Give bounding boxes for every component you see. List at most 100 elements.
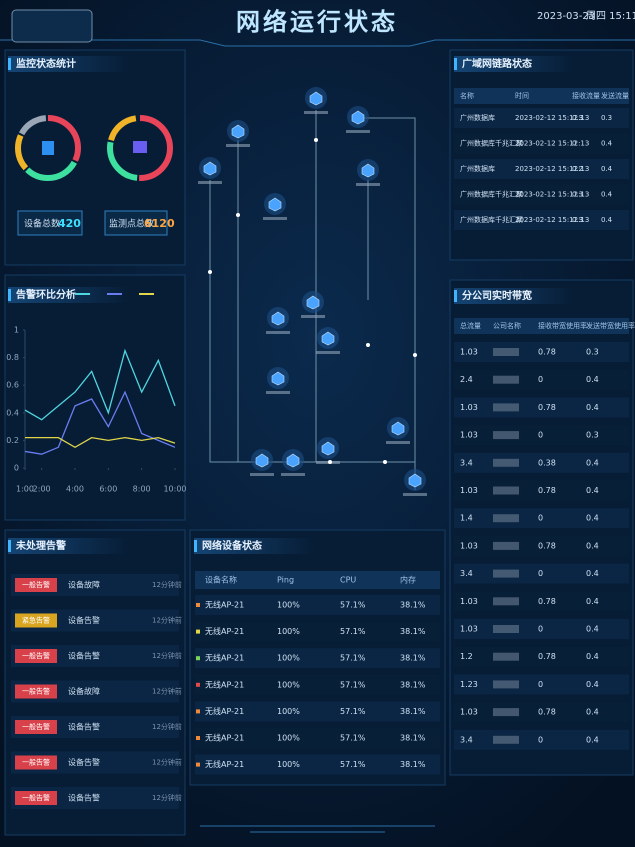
- column-header: 名称: [460, 91, 474, 100]
- stat-box: [104, 210, 168, 236]
- gauges: [15, 115, 173, 236]
- cell: 0.3: [572, 114, 583, 122]
- alarm-level: 一般告警: [22, 580, 50, 589]
- link-dot: [314, 138, 318, 142]
- cell: 无线AP-21: [205, 600, 244, 610]
- stat-value: 6120: [144, 217, 175, 230]
- cell: 2023-02-12 15:12:13: [515, 114, 589, 122]
- cell: 57.1%: [340, 627, 366, 636]
- alarm-tag: [15, 755, 57, 770]
- title-bar: [8, 538, 128, 554]
- link-dot: [236, 213, 240, 217]
- alarm-tag: [15, 578, 57, 592]
- cell: 0.4: [586, 597, 599, 606]
- cell: 57.1%: [340, 707, 366, 716]
- cell: 无线AP-21: [205, 653, 244, 663]
- cell: 1.03: [460, 486, 478, 495]
- panel-title: 广域网链路状态: [462, 57, 532, 70]
- blurred-name: [493, 514, 519, 523]
- cell: 0.3: [572, 191, 583, 199]
- cell: 2.4: [460, 375, 473, 384]
- title-mark: [8, 540, 11, 552]
- cell: 38.1%: [400, 680, 426, 689]
- cell: 0: [572, 140, 576, 148]
- status-dot: [196, 762, 200, 767]
- line-series: [25, 436, 176, 449]
- row-bg: [454, 480, 629, 501]
- alarm-tag: [15, 684, 57, 699]
- status-dot: [196, 736, 200, 740]
- node-label: [250, 473, 274, 476]
- cell: 无线AP-21: [205, 626, 244, 636]
- title-bar: [194, 538, 314, 554]
- cell: 100%: [277, 707, 300, 716]
- alarm-level: 紧急告警: [22, 616, 50, 625]
- row-bg: [195, 674, 440, 695]
- cell: 0.4: [586, 375, 599, 384]
- cell: 1.03: [460, 541, 478, 550]
- cell: 广州数据库千兆汇聚: [460, 139, 523, 148]
- y-tick-label: 0.4: [6, 408, 19, 417]
- cell: 2023-02-12 15:12:13: [515, 191, 589, 199]
- row-bg: [454, 563, 629, 584]
- cell: 3.4: [460, 735, 473, 744]
- node-label: [386, 441, 410, 444]
- cell: 0.3: [586, 431, 599, 440]
- cell: 1.03: [460, 625, 478, 634]
- row-bg: [454, 674, 629, 695]
- node-icon: [306, 295, 320, 310]
- alarm-time: 12分钟前: [152, 580, 182, 589]
- blurred-name: [493, 625, 519, 633]
- link-dot: [328, 460, 332, 464]
- cell: 0: [538, 680, 543, 689]
- cell: 57.1%: [340, 734, 366, 743]
- cell: 广州数据库: [460, 164, 495, 173]
- alarm-name: 设备告警: [68, 722, 100, 732]
- cell: 0.4: [586, 486, 599, 495]
- panel-title: 监控状态统计: [16, 57, 76, 70]
- blurred-name: [493, 375, 519, 384]
- row-bg: [454, 508, 629, 529]
- link-dot: [383, 460, 387, 464]
- cell: 0.78: [538, 348, 556, 357]
- cell: 38.1%: [400, 707, 426, 716]
- alarm-time: 12分钟前: [152, 793, 182, 802]
- status-dot: [196, 603, 200, 607]
- line-series: [24, 348, 176, 421]
- cell: 1.03: [460, 708, 478, 717]
- alarm-tag: [15, 791, 57, 805]
- node-label: [281, 473, 305, 476]
- column-header: 接收流量: [572, 91, 600, 100]
- cell: 0.4: [601, 191, 613, 199]
- top-button[interactable]: [11, 9, 93, 43]
- alarm-time: 12分钟前: [152, 722, 182, 731]
- title-bar: [8, 287, 128, 303]
- cell: 0: [538, 431, 543, 440]
- cell: 0: [538, 375, 543, 384]
- footer-line: [200, 825, 435, 833]
- cell: 3.4: [460, 569, 473, 578]
- cell: 100%: [277, 734, 300, 743]
- row-bg: [454, 184, 629, 205]
- cell: 0.4: [601, 165, 613, 173]
- cell: 广州数据库千兆汇聚: [460, 190, 523, 199]
- alarm-level: 一般告警: [22, 687, 50, 696]
- gauge-ring: [107, 115, 173, 181]
- cell: 0.4: [586, 652, 599, 661]
- blurred-name: [493, 708, 519, 717]
- cell: 38.1%: [400, 734, 426, 743]
- date: 2023-03-23: [537, 11, 595, 22]
- node-icon: [286, 453, 300, 468]
- cell: 0.3: [601, 114, 612, 122]
- blurred-name: [493, 541, 519, 550]
- node-icon: [391, 421, 405, 436]
- column-header: 发送流量: [601, 91, 629, 100]
- alarm-time: 12分钟前: [152, 616, 182, 625]
- blurred-name: [493, 486, 519, 495]
- blurred-name: [493, 431, 519, 440]
- column-header: 内存: [400, 575, 416, 585]
- alarm-name: 设备告警: [68, 651, 100, 661]
- row-bg: [195, 648, 440, 669]
- title-mark: [194, 540, 197, 552]
- node-icon: [361, 163, 375, 178]
